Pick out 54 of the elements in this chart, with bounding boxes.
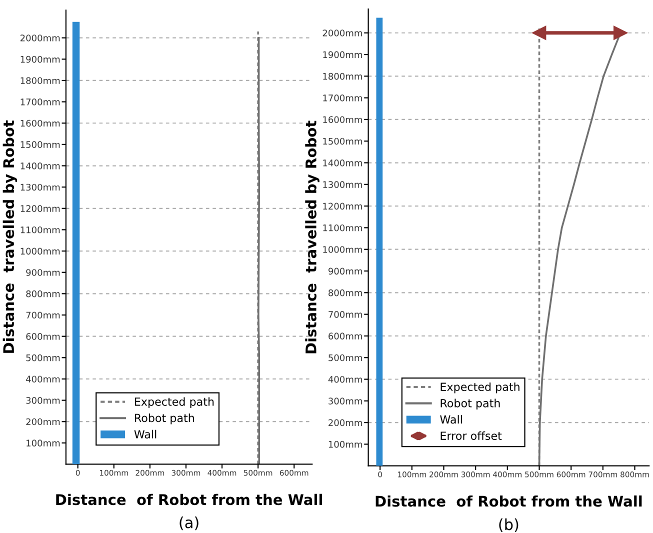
y-tick-label: 1200mm [323,202,362,210]
legend-label: Robot path [134,414,194,424]
x-axis-title: Distance of Robot from the Wall [376,495,642,507]
y-tick-label: 1300mm [20,184,60,191]
y-tick-label: 1600mm [20,120,60,127]
legend-label: Expected path [440,382,520,394]
text: (b) [499,518,518,532]
y-tick-label: 1500mm [323,138,362,145]
y-tick-label: 1700mm [323,94,362,102]
y-tick-label: 600mm [328,332,362,340]
y-axis-title: Distance travelled by Robot [305,120,320,354]
y-tick-label: 500mm [26,354,60,362]
y-tick-label: 1100mm [323,224,362,232]
y-tick-label: 200mm [328,419,362,426]
y-tick-label: 1300mm [323,181,362,188]
legend-label: Error offset [440,431,502,440]
y-tick-label: 1800mm [20,77,60,84]
y-tick-label: 400mm [26,376,60,383]
y-tick-label: 1700mm [20,98,60,106]
y-tick-label: 300mm [26,397,60,404]
y-axis-title: Distance travelled by Robot [2,120,18,353]
line-series [258,36,260,464]
y-tick-label: 1000mm [323,246,362,253]
y-tick-label: 100mm [26,440,60,446]
y-tick-label: 500mm [328,354,362,362]
y-tick-label: 400mm [328,376,362,383]
legend-label: Wall [440,415,462,424]
legend-label: Wall [134,430,156,438]
y-tick-label: 800mm [328,289,362,296]
y-tick-label: 900mm [328,268,362,275]
y-tick-label: 1100mm [20,226,60,234]
y-tick-label: 1400mm [323,159,362,166]
y-tick-label: 100mm [328,440,362,448]
y-tick-label: 700mm [328,311,362,318]
y-tick-label: 1400mm [20,162,60,170]
text: (a) [180,516,198,530]
legend-label: Expected path [134,397,214,408]
y-tick-label: 1800mm [323,72,362,80]
y-tick-label: 600mm [26,333,60,340]
y-tick-label: 2000mm [322,30,362,36]
y-tick-label: 300mm [328,398,362,404]
y-tick-label: 700mm [26,312,60,319]
y-tick-label: 1200mm [20,205,60,212]
y-tick-label: 200mm [26,418,60,426]
y-tick-label: 1000mm [20,248,60,255]
x-axis-title: Distance of Robot from the Wall [56,494,322,506]
y-tick-label: 1900mm [20,56,60,63]
y-tick-label: 1600mm [323,116,362,124]
y-tick-label: 2000mm [20,34,60,42]
y-tick-label: 800mm [26,290,60,298]
y-tick-label: 1500mm [20,141,60,148]
legend-label: Robot path [440,398,500,410]
y-tick-label: 900mm [26,269,60,276]
y-tick-label: 1900mm [323,51,362,58]
